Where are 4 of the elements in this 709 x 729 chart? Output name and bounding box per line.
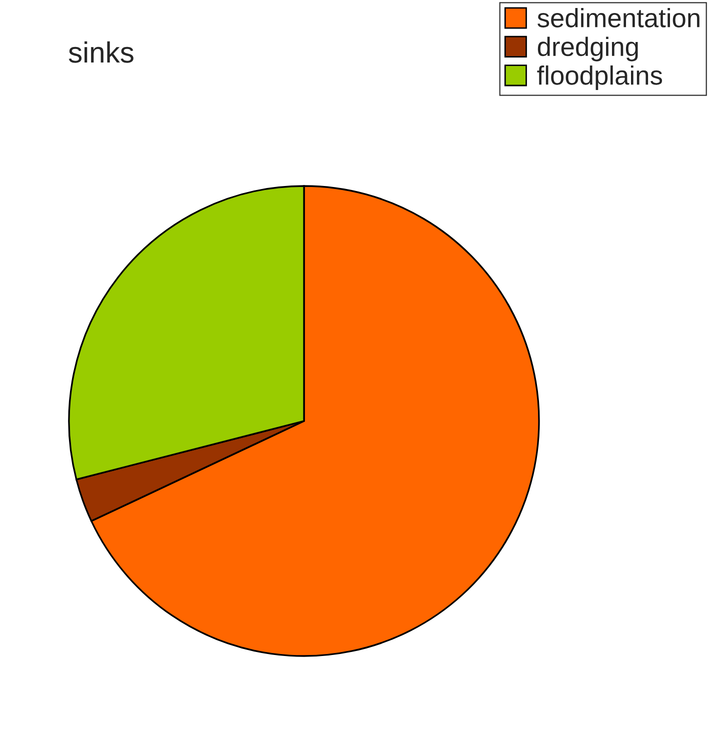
legend-label: sedimentation <box>538 8 700 28</box>
legend-label: floodplains <box>537 65 662 90</box>
text: sinks <box>68 41 134 63</box>
legend-label: dredging <box>538 36 638 62</box>
